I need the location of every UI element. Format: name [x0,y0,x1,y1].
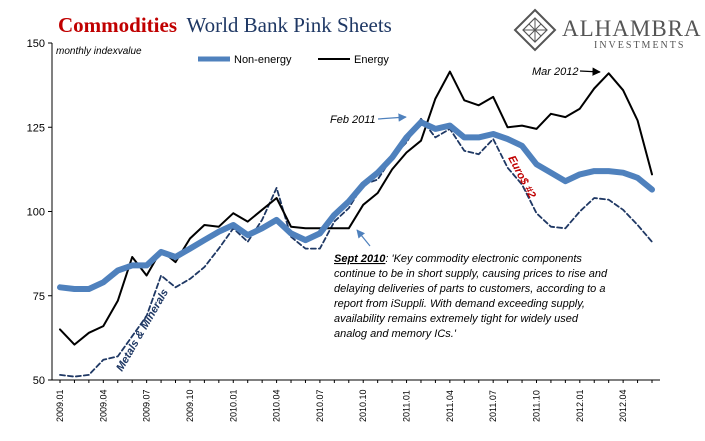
y-tick-label: 50 [33,375,45,387]
legend-label-energy: Energy [354,54,389,66]
x-tick-label: 2009.07 [142,389,152,422]
y-ticks: 50 75 100 125 150 [27,38,52,387]
annotation-sept2010-line2: delaying deliveries of parts to customer… [334,283,605,295]
x-tick-label: 2010.01 [228,389,238,422]
logo-name: ALHAMBRA [562,16,702,41]
legend-label-non-energy: Non-energy [234,54,292,66]
x-tick-label: 2012.01 [575,389,585,422]
series-group [57,70,655,378]
annotation-feb2011-arrow [377,113,407,122]
y-tick-label: 75 [33,291,45,303]
annotation-sept2010-arrow [356,229,371,247]
x-tick-label: 2009.01 [55,389,65,422]
annotation-sept2010-line5: analog and memory ICs.' [334,328,457,340]
annotation-feb2011: Feb 2011 [330,114,376,126]
chart-title: Commodities World Bank Pink Sheets [58,13,392,37]
x-ticks: 2009.01 2009.04 2009.07 2009.10 2010.01 2010.… [55,380,653,422]
y-axis-label: monthly indexvalue [56,46,142,57]
annotation-sept2010-line1: continue to be in short supply, causing … [334,268,608,280]
annotation-mar2012-arrow [579,67,601,76]
x-tick-label: 2009.04 [98,389,108,422]
y-tick-label: 150 [27,38,45,50]
title-part2: World Bank Pink Sheets [186,13,391,37]
y-tick-label: 125 [27,122,45,134]
annotation-sept2010-line0: Sept 2010: 'Key commodity electronic com… [334,253,582,265]
x-tick-label: 2011.07 [488,390,498,422]
x-tick-label: 2009.10 [185,389,195,422]
x-tick-label: 2010.10 [358,389,368,422]
diamond-lattice-icon [513,8,557,52]
legend: Non-energy Energy [198,54,389,66]
x-tick-label: 2011.01 [402,390,412,422]
series-line-non-energy [57,119,655,292]
title-part1: Commodities [58,13,177,37]
x-tick-label: 2010.04 [272,389,282,422]
annotation-sept2010-line3: report from iSuppli. With demand exceedi… [334,298,585,310]
logo-sub: INVESTMENTS [594,40,685,51]
annotation-sept2010-line4: availability remains extremely tight for… [334,313,579,325]
x-tick-label: 2011.04 [445,390,455,422]
y-tick-label: 100 [27,207,45,219]
sept-head: Sept 2010 [334,253,386,265]
sept-line-0: : 'Key commodity electronic components [385,253,582,265]
x-tick-label: 2012.04 [618,389,628,422]
x-tick-label: 2011.10 [531,390,541,422]
annotation-mar2012: Mar 2012 [532,66,578,78]
annotation-metals: Metals & Minerals [114,287,171,373]
x-tick-label: 2010.07 [315,389,325,422]
